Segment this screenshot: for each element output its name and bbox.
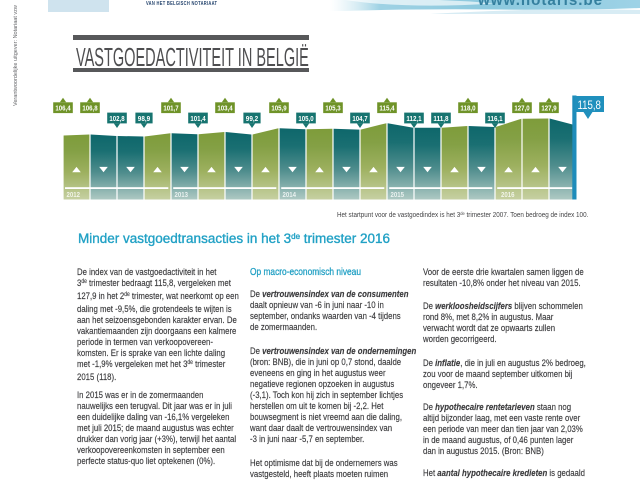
svg-text:118,0: 118,0 <box>460 104 475 113</box>
svg-text:102,8: 102,8 <box>109 114 124 123</box>
svg-text:105,0: 105,0 <box>298 114 313 123</box>
svg-text:106,4: 106,4 <box>55 104 70 113</box>
svg-text:99,2: 99,2 <box>246 114 258 123</box>
svg-text:98,9: 98,9 <box>138 114 150 123</box>
svg-text:2013: 2013 <box>175 192 189 199</box>
svg-text:105,9: 105,9 <box>271 104 286 113</box>
svg-text:101,7: 101,7 <box>163 104 178 113</box>
svg-text:2012: 2012 <box>67 192 81 199</box>
svg-text:2015: 2015 <box>391 192 405 199</box>
svg-text:116,1: 116,1 <box>487 114 502 123</box>
svg-text:101,4: 101,4 <box>190 114 205 123</box>
svg-text:2016: 2016 <box>501 192 515 199</box>
svg-text:115,4: 115,4 <box>379 104 394 113</box>
svg-text:104,7: 104,7 <box>352 114 367 123</box>
svg-text:111,8: 111,8 <box>433 114 448 123</box>
svg-text:105,3: 105,3 <box>325 104 340 113</box>
svg-text:106,8: 106,8 <box>82 104 97 113</box>
svg-text:2014: 2014 <box>283 192 297 199</box>
svg-text:127,9: 127,9 <box>541 104 556 113</box>
svg-text:112,1: 112,1 <box>406 114 421 123</box>
svg-text:103,4: 103,4 <box>217 104 232 113</box>
svg-text:127,0: 127,0 <box>514 104 529 113</box>
svg-text:115,8: 115,8 <box>577 100 601 112</box>
